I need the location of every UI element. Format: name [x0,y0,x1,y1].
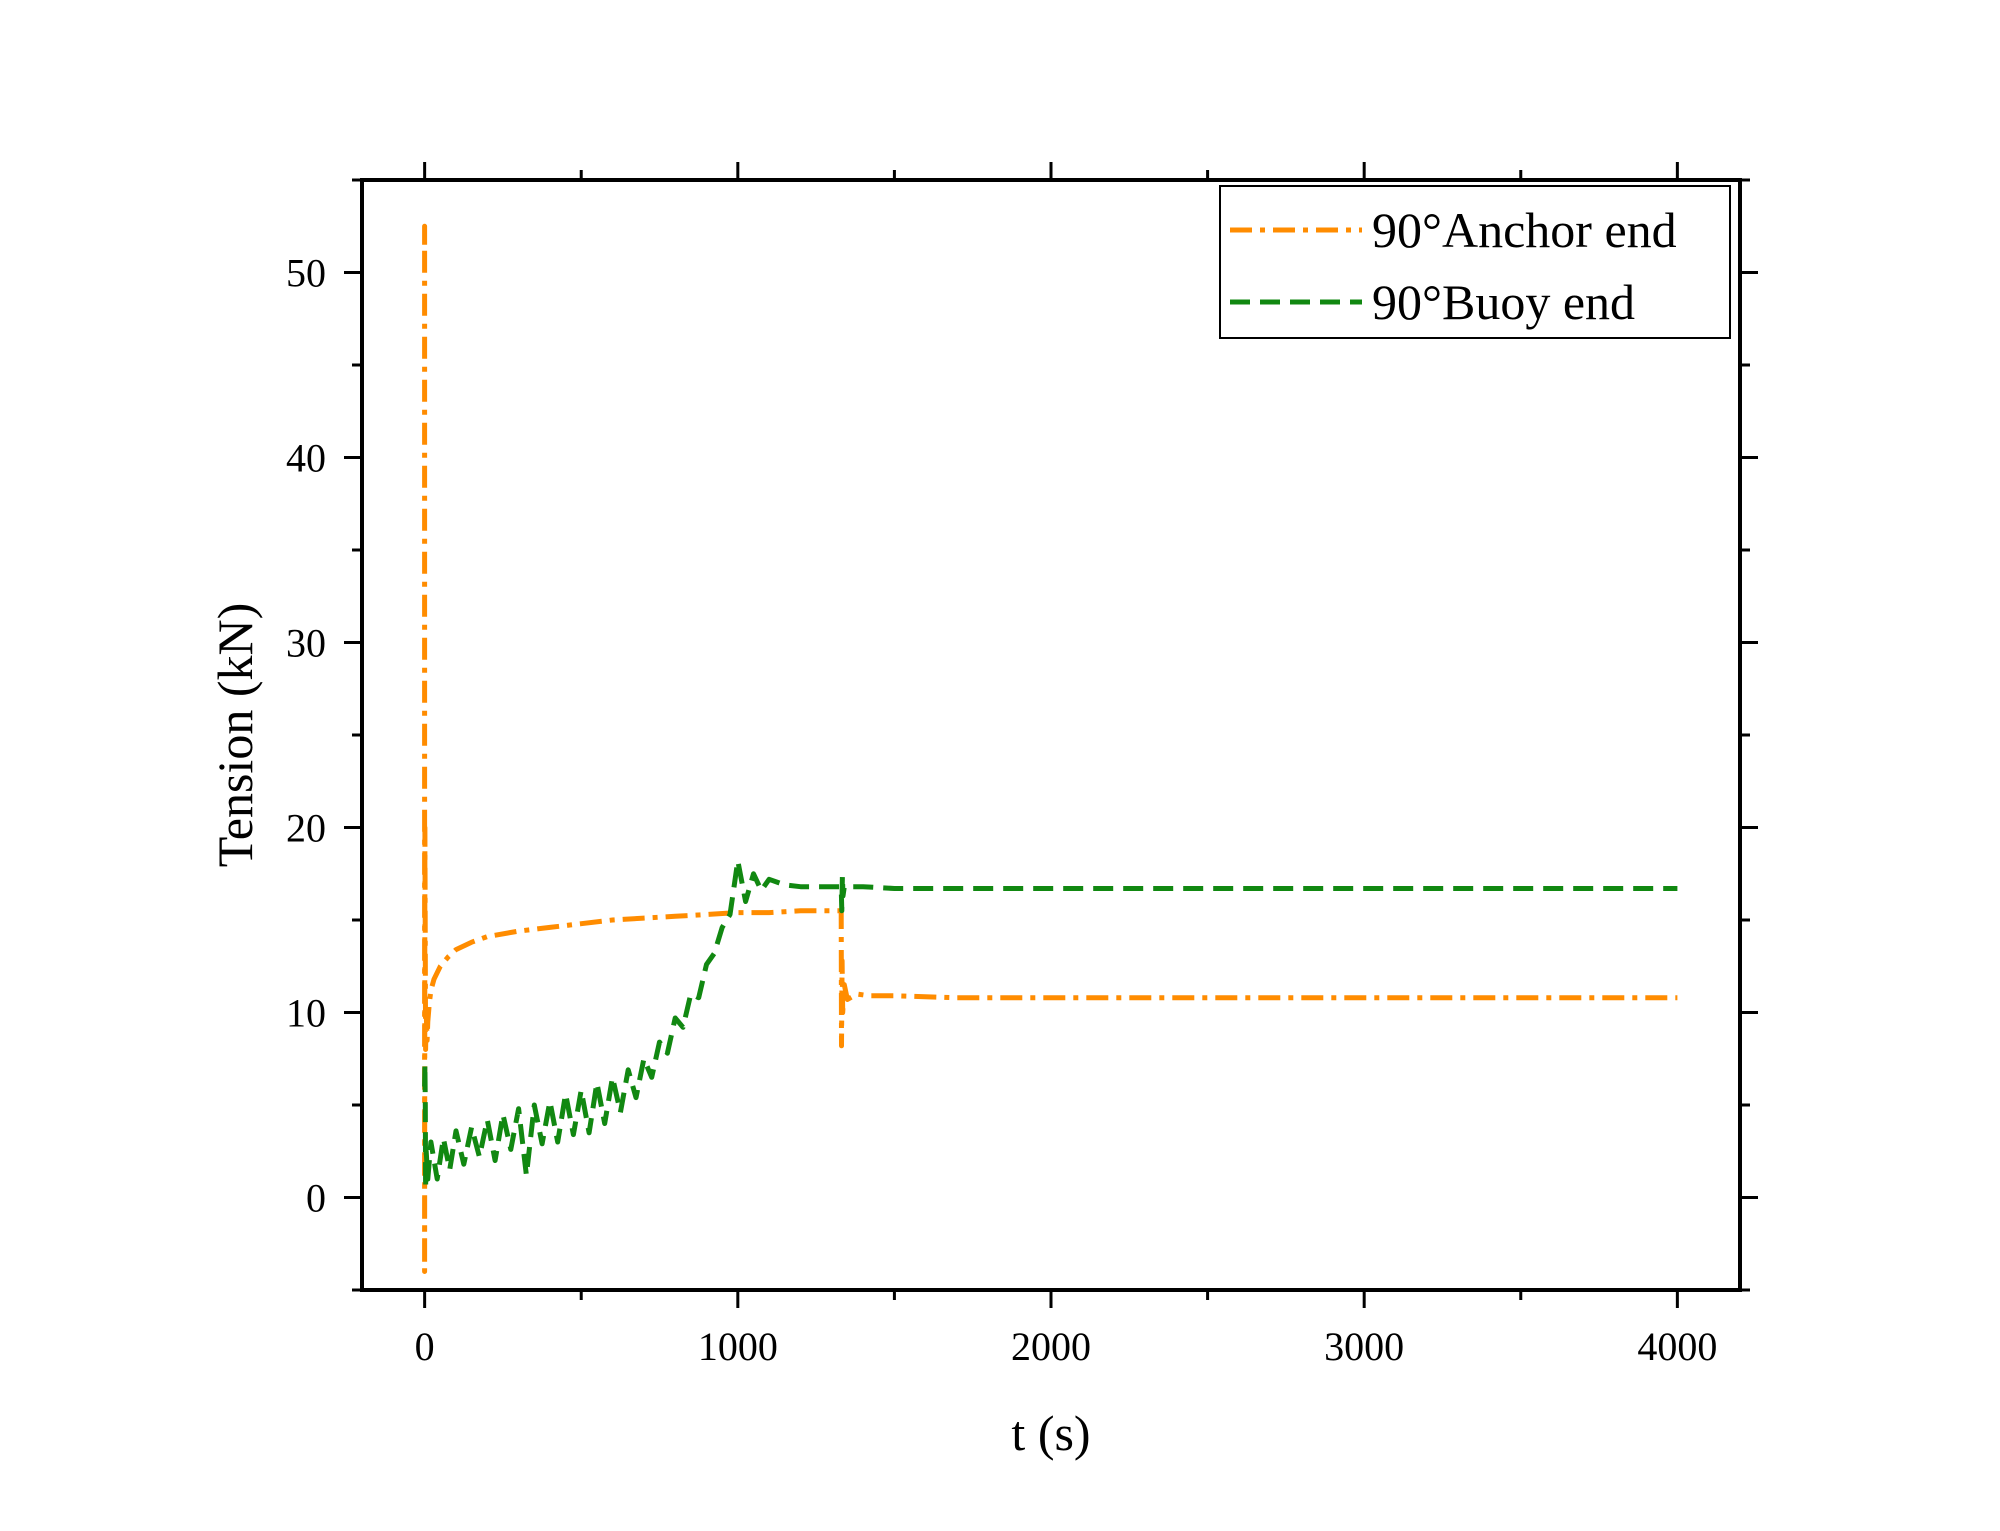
y-tick-label: 40 [286,436,326,481]
x-tick-label: 4000 [1637,1324,1717,1369]
y-tick-labels: 0 10 20 30 40 50 [286,251,326,1221]
series-line-0 [422,223,1678,1274]
y-axis-title: Tension (kN) [207,603,263,868]
x-axis-title: t (s) [1011,1405,1090,1461]
plot-frame [360,178,1742,1292]
y-tick-label: 30 [286,621,326,666]
y-tick-label: 10 [286,991,326,1036]
legend-label-buoy-end: 90°Buoy end [1372,274,1635,330]
y-tick-label: 20 [286,806,326,851]
series-layer [422,223,1678,1274]
legend-box [1219,185,1731,339]
x-tick-label: 2000 [1011,1324,1091,1369]
legend-label-anchor-end: 90°Anchor end [1372,202,1677,258]
y-tick-label: 0 [306,1176,326,1221]
ticks-layer [344,162,1758,1308]
x-tick-label: 3000 [1324,1324,1404,1369]
x-tick-label: 0 [415,1324,435,1369]
y-tick-label: 50 [286,251,326,296]
x-tick-label: 1000 [698,1324,778,1369]
series-line-1 [422,858,1678,1191]
x-tick-labels: 0 1000 2000 3000 4000 [415,1324,1718,1369]
legend: 90°Anchor end 90°Buoy end [1219,185,1731,339]
